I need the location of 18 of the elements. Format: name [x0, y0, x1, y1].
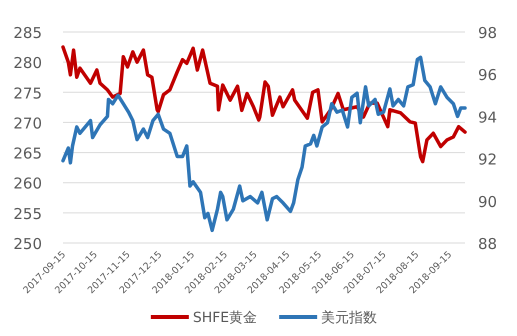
y2-tick-label: 92 — [478, 150, 498, 169]
y2-tick-label: 94 — [478, 108, 498, 126]
y-tick-label: 250 — [13, 235, 42, 253]
y-tick-label: 280 — [13, 54, 42, 72]
legend-label: 美元指数 — [321, 310, 378, 326]
y-tick-label: 285 — [13, 24, 42, 42]
y2-tick-label: 98 — [478, 24, 498, 42]
y-tick-label: 265 — [13, 144, 42, 163]
y-tick-label: 270 — [13, 114, 42, 132]
y2-tick-label: 88 — [478, 235, 498, 253]
y2-tick-label: 90 — [478, 192, 498, 211]
y-tick-label: 275 — [13, 84, 42, 102]
y-tick-label: 255 — [13, 204, 42, 223]
line-series — [61, 45, 467, 164]
line-series — [61, 56, 467, 232]
y-tick-label: 260 — [13, 174, 42, 193]
legend-label: SHFE黄金 — [192, 310, 258, 326]
y2-tick-label: 96 — [478, 66, 498, 84]
